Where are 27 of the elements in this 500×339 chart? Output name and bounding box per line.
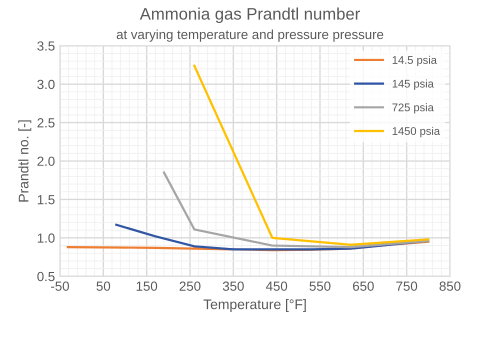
x-tick-label: 750 — [396, 281, 418, 291]
x-axis-title: Temperature [°F] — [204, 299, 306, 312]
x-tick-label: 650 — [352, 281, 374, 291]
y-tick-label: 3.0 — [37, 80, 55, 90]
y-tick-label: 1.5 — [38, 195, 55, 204]
y-tick-label: 1.0 — [38, 233, 55, 243]
legend-label: 14.5 psia — [392, 56, 437, 66]
legend-label: 145 psia — [392, 79, 434, 90]
y-tick-label: 3.5 — [37, 41, 55, 51]
x-tick-label: 550 — [310, 281, 330, 291]
line-series — [115, 224, 430, 250]
y-tick-label: 0.5 — [37, 272, 55, 282]
x-tick-label: 250 — [180, 281, 200, 291]
x-tick-label: 850 — [440, 281, 460, 291]
x-tick-label: 150 — [136, 281, 158, 291]
chart-subtitle: at varying temperature and pressure pressure — [116, 29, 384, 42]
x-tick-label: 450 — [266, 281, 288, 291]
x-tick-label: 50 — [96, 281, 110, 291]
y-tick-label: 2.0 — [37, 156, 55, 166]
line-series — [162, 171, 430, 248]
x-tick-label: -50 — [51, 281, 70, 291]
y-tick-label: 2.5 — [37, 118, 55, 128]
chart-title: Ammonia gas Prandtl number — [140, 7, 360, 24]
y-axis-title: Prandtl no. [-] — [18, 120, 32, 202]
legend-label: 725 psia — [392, 103, 434, 114]
x-tick-label: 350 — [222, 281, 244, 291]
legend-label: 1450 psia — [392, 126, 440, 138]
